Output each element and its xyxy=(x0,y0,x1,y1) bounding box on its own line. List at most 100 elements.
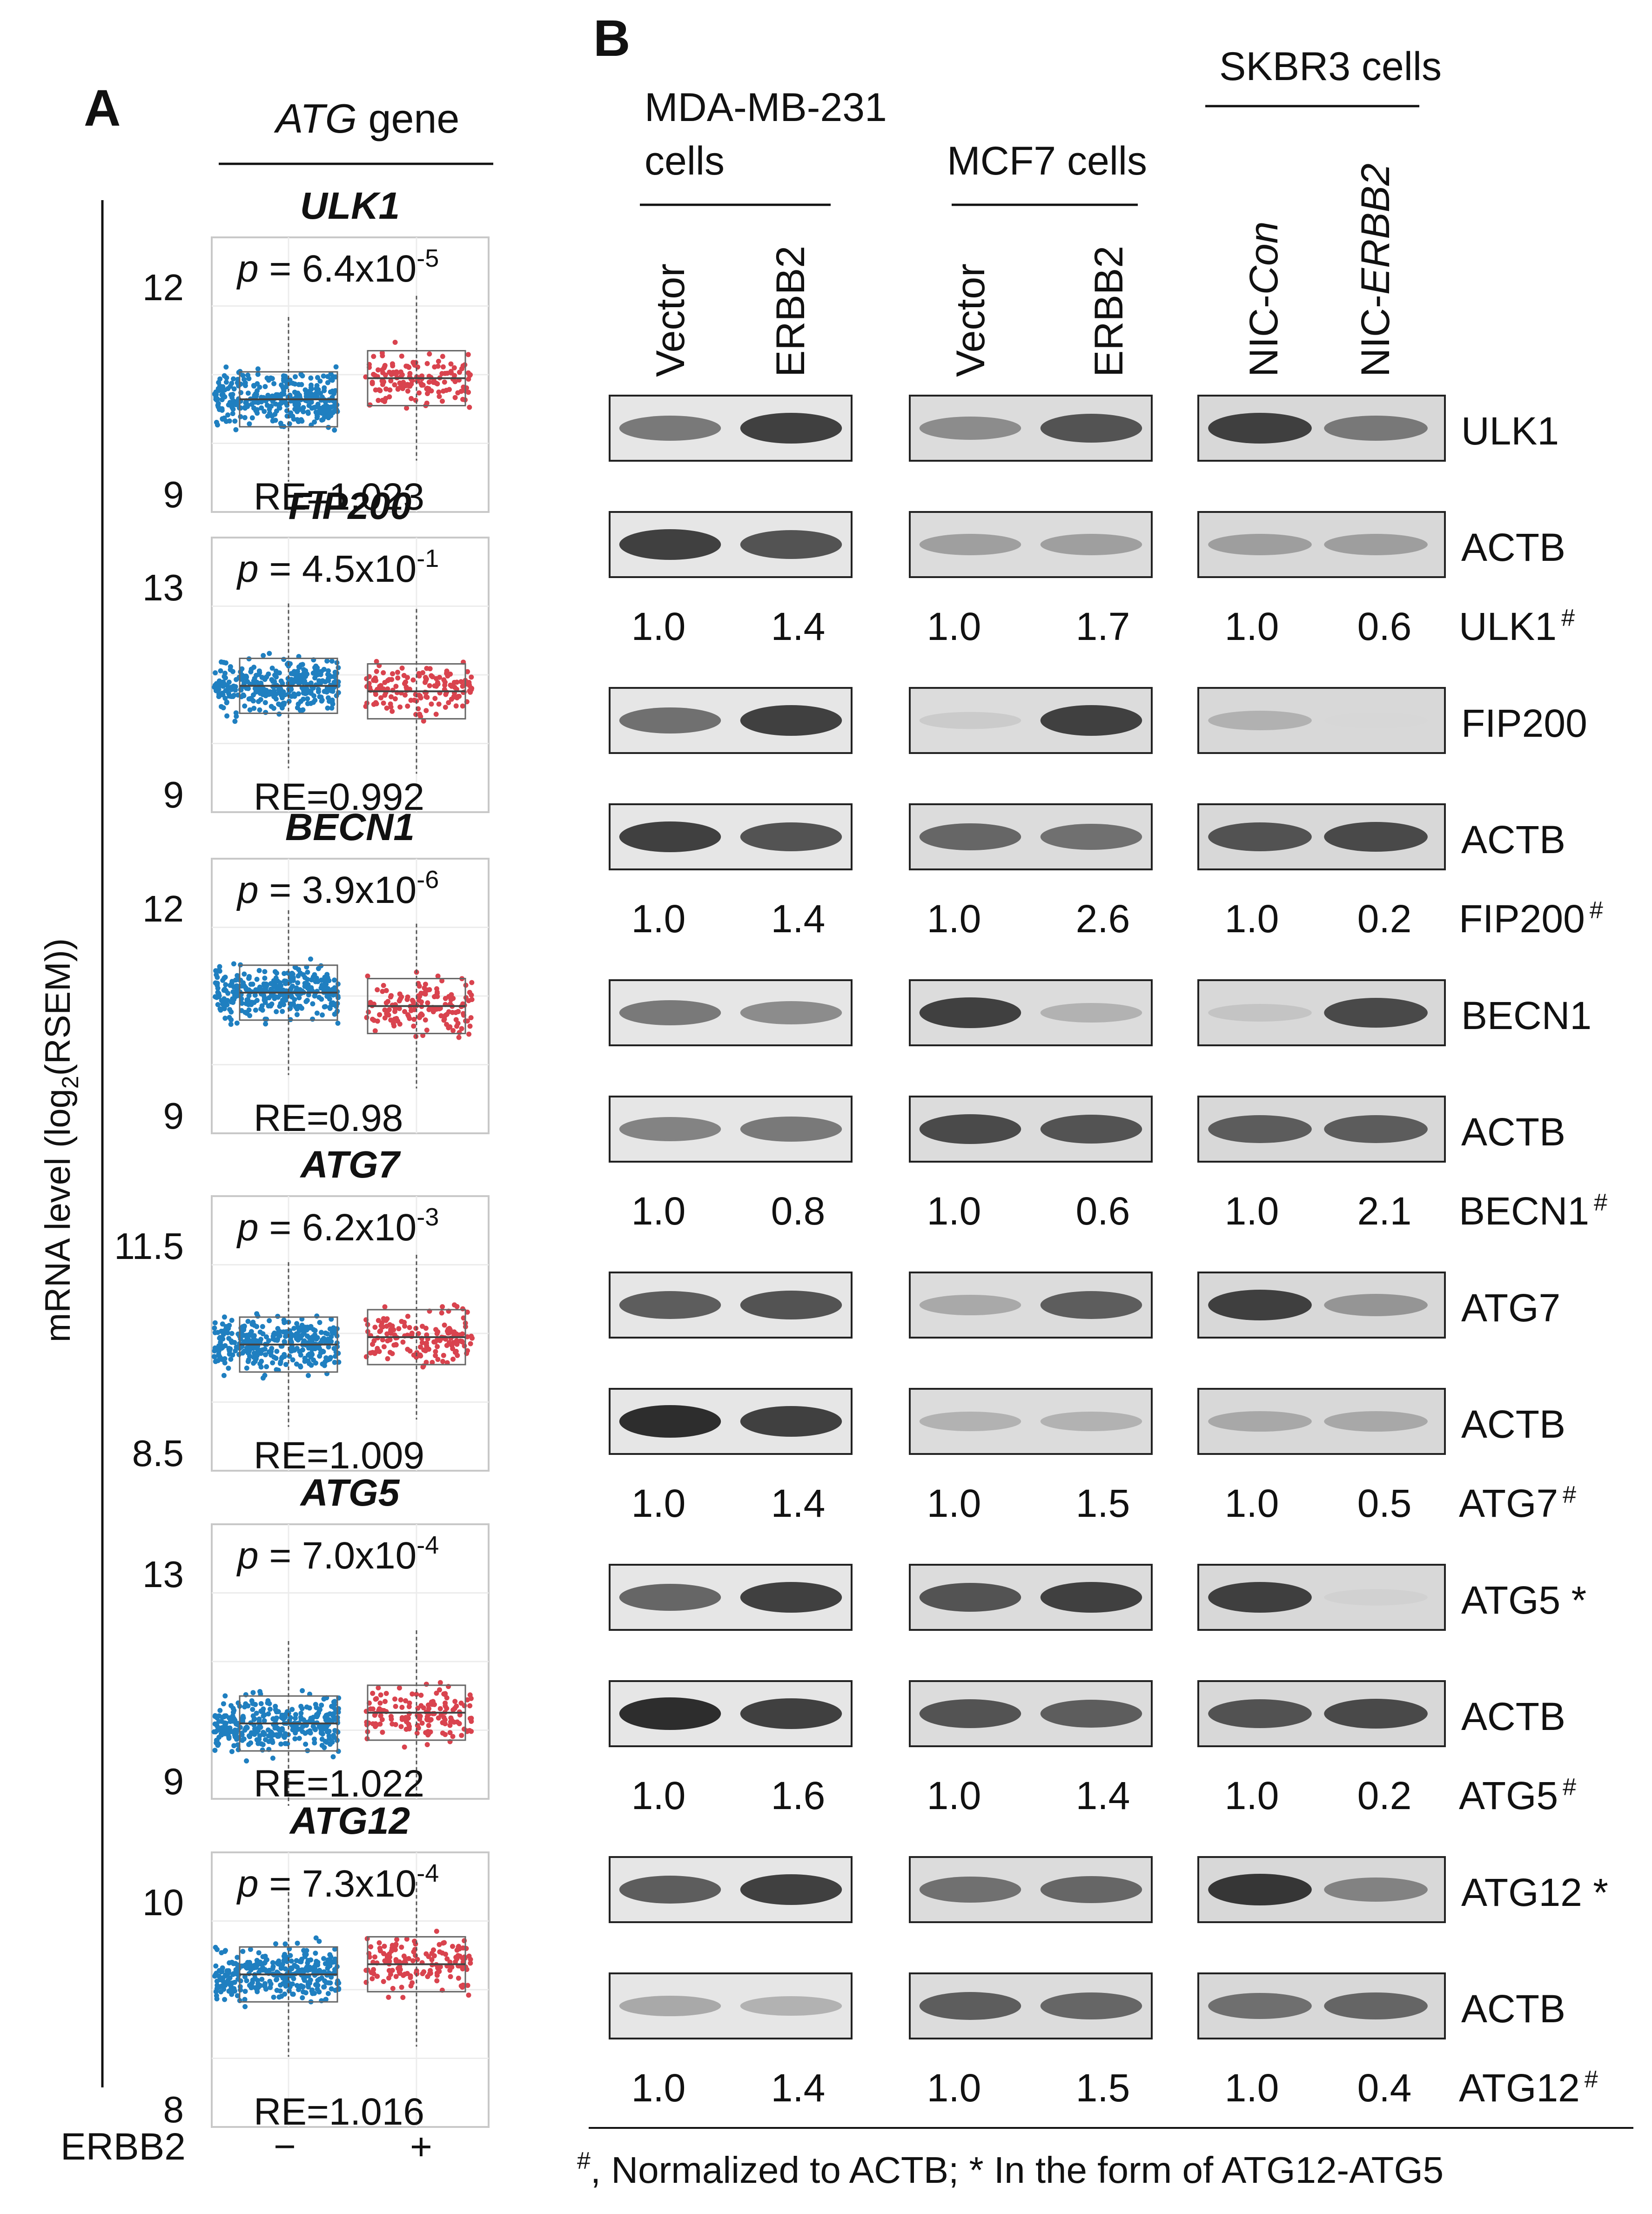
point-positive xyxy=(425,391,430,397)
point-negative xyxy=(269,666,275,671)
point-positive xyxy=(440,398,445,404)
point-positive xyxy=(370,1690,376,1696)
point-negative xyxy=(312,993,317,999)
point-negative xyxy=(251,706,257,711)
point-positive xyxy=(444,1343,450,1348)
group-title-mda-line1: MDA-MB-231 xyxy=(645,85,887,130)
point-negative xyxy=(247,1348,252,1353)
point-positive xyxy=(409,396,414,401)
point-negative xyxy=(220,692,226,698)
point-negative xyxy=(305,696,310,701)
point-negative xyxy=(222,1997,228,2002)
point-positive xyxy=(386,1994,391,2000)
point-negative xyxy=(309,1338,315,1343)
point-positive xyxy=(374,1696,379,1702)
point-positive xyxy=(436,1966,441,1972)
point-positive xyxy=(466,1031,472,1037)
point-negative xyxy=(332,680,337,686)
band xyxy=(1324,1115,1428,1143)
point-positive xyxy=(458,679,464,685)
point-negative xyxy=(315,402,321,407)
band xyxy=(619,1000,721,1025)
point-positive xyxy=(393,1974,399,1979)
point-negative xyxy=(239,1730,245,1736)
point-negative xyxy=(326,1344,331,1350)
y-tick-top: 11.5 xyxy=(114,1225,184,1267)
point-negative xyxy=(244,1725,250,1730)
point-negative xyxy=(214,1986,220,1992)
point-positive xyxy=(375,987,380,993)
point-positive xyxy=(423,1682,429,1687)
point-negative xyxy=(301,1948,307,1953)
point-negative xyxy=(317,1723,323,1729)
point-positive xyxy=(437,1687,442,1693)
point-positive xyxy=(450,1356,456,1362)
point-negative xyxy=(262,1718,267,1723)
point-negative xyxy=(212,1330,218,1335)
point-negative xyxy=(281,1002,287,1007)
quant-value: 1.5 xyxy=(1076,1481,1130,1525)
point-negative xyxy=(326,668,331,673)
point-positive xyxy=(450,1707,456,1713)
point-positive xyxy=(416,983,422,989)
point-negative xyxy=(226,1366,231,1371)
quant-value: 1.0 xyxy=(631,1189,686,1233)
point-positive xyxy=(385,1356,390,1361)
point-negative xyxy=(332,985,337,990)
point-positive xyxy=(435,973,441,979)
point-negative xyxy=(263,981,269,987)
point-negative xyxy=(226,691,231,696)
point-negative xyxy=(222,987,228,992)
point-positive xyxy=(440,354,445,359)
point-positive xyxy=(388,378,394,384)
point-negative xyxy=(280,1961,285,1967)
point-negative xyxy=(231,1961,236,1966)
point-negative xyxy=(242,415,248,420)
point-negative xyxy=(242,1989,248,1994)
point-negative xyxy=(309,977,314,983)
point-negative xyxy=(234,983,239,989)
point-positive xyxy=(424,361,430,366)
point-negative xyxy=(230,1000,236,1005)
point-positive xyxy=(369,379,375,385)
point-negative xyxy=(310,1001,316,1007)
point-negative xyxy=(258,1961,264,1967)
point-negative xyxy=(233,710,239,716)
point-positive xyxy=(465,1983,470,1988)
point-positive xyxy=(460,1945,466,1951)
point-positive xyxy=(417,712,423,717)
point-positive xyxy=(419,1340,425,1346)
point-negative xyxy=(213,389,219,395)
point-negative xyxy=(315,375,320,380)
point-positive xyxy=(379,1717,385,1723)
point-positive xyxy=(436,1715,441,1721)
point-negative xyxy=(225,412,230,418)
band xyxy=(740,1291,842,1319)
point-negative xyxy=(333,1353,338,1359)
point-negative xyxy=(332,1967,337,1972)
point-positive xyxy=(424,694,430,700)
point-negative xyxy=(317,378,323,384)
point-negative xyxy=(273,994,278,1000)
gene-title: BECN1 xyxy=(285,806,415,848)
point-negative xyxy=(299,1005,304,1011)
band xyxy=(1040,1291,1142,1319)
point-negative xyxy=(282,1957,287,1963)
band xyxy=(1324,1294,1428,1316)
band xyxy=(1040,1700,1142,1728)
point-negative xyxy=(317,1320,322,1325)
point-positive xyxy=(400,386,405,391)
point-negative xyxy=(329,1986,334,1992)
point-negative xyxy=(321,373,326,379)
point-positive xyxy=(468,1341,473,1346)
point-positive xyxy=(416,673,422,679)
point-negative xyxy=(231,386,237,392)
point-positive xyxy=(390,671,395,677)
point-negative xyxy=(267,651,272,656)
point-positive xyxy=(374,669,379,674)
point-negative xyxy=(229,1729,235,1734)
point-negative xyxy=(322,1984,327,1990)
point-positive xyxy=(401,380,406,385)
point-positive xyxy=(467,1703,473,1709)
point-positive xyxy=(432,994,437,999)
